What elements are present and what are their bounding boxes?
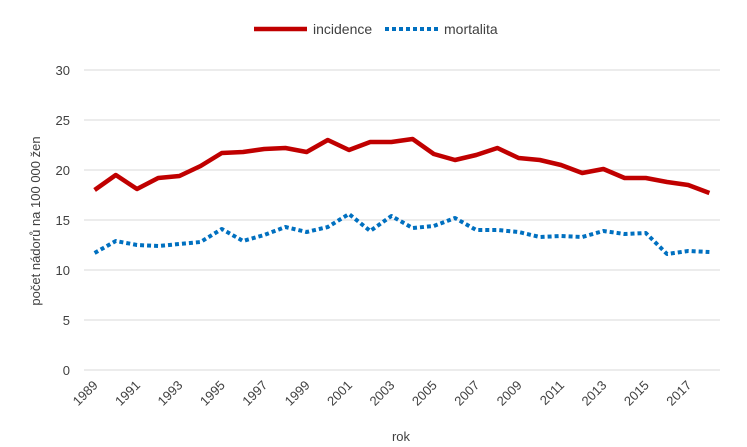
series-line-incidence	[93, 136, 711, 196]
x-tick-label-1999: 1999	[282, 378, 313, 409]
x-tick-label-2017: 2017	[663, 378, 694, 409]
y-tick-label-20: 20	[56, 163, 70, 178]
legend-item-mortalita[interactable]: mortalita	[385, 21, 498, 37]
y-tick-label-10: 10	[56, 263, 70, 278]
x-axis-label: rok	[392, 429, 411, 444]
x-tick-label-2001: 2001	[324, 378, 355, 409]
x-tick-label-2013: 2013	[578, 378, 609, 409]
x-tick-label-1997: 1997	[239, 378, 270, 409]
y-tick-label-15: 15	[56, 213, 70, 228]
series-points-incidence	[95, 139, 710, 193]
legend-item-incidence[interactable]: incidence	[254, 21, 372, 37]
x-tick-label-2011: 2011	[537, 378, 567, 408]
y-tick-label-25: 25	[56, 113, 70, 128]
series-line-mortalita	[93, 212, 710, 256]
y-axis-label: počet nádorů na 100 000 žen	[28, 136, 43, 305]
x-tick-label-2003: 2003	[366, 378, 397, 409]
series-lines	[93, 136, 711, 256]
y-tick-label-0: 0	[63, 363, 70, 378]
x-tick-label-1995: 1995	[197, 378, 228, 409]
legend-label-incidence: incidence	[313, 21, 372, 37]
x-tick-label-2005: 2005	[409, 378, 440, 409]
x-axis-ticks: 1989 1991 1993 1995 1997 1999 2001 2003 2005 2007…	[70, 378, 695, 409]
legend-label-mortalita: mortalita	[444, 21, 498, 37]
x-tick-label-2007: 2007	[451, 378, 482, 409]
y-axis-ticks: 0 5 10 15 20 25 30	[56, 63, 70, 378]
y-tick-label-5: 5	[63, 313, 70, 328]
y-tick-label-30: 30	[56, 63, 70, 78]
x-tick-label-1993: 1993	[154, 378, 185, 409]
x-tick-label-1989: 1989	[70, 378, 101, 409]
x-tick-label-2015: 2015	[621, 378, 652, 409]
legend: incidence mortalita	[254, 21, 498, 37]
x-tick-label-1991: 1991	[112, 378, 143, 409]
x-tick-label-2009: 2009	[494, 378, 525, 409]
